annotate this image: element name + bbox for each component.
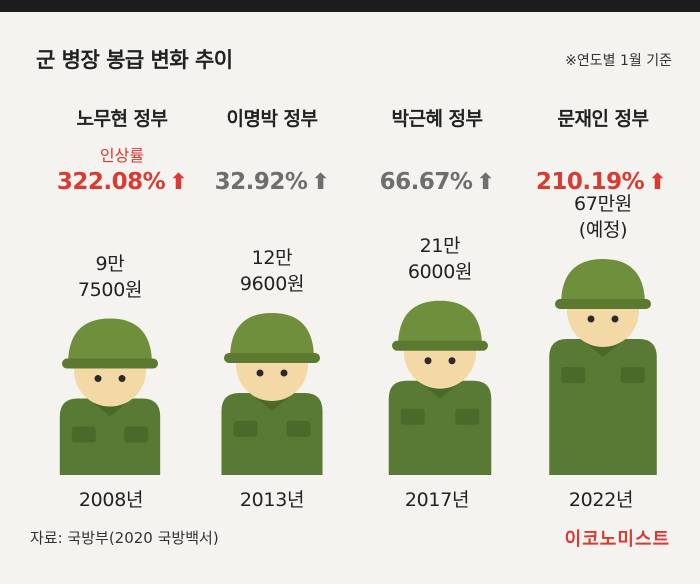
salary-amount-line1: 67만원 — [574, 193, 632, 215]
rate-text: 66.67% — [379, 169, 473, 195]
salary-amount: 21만 6000원 — [355, 233, 525, 285]
up-arrow-icon: ⬆ — [169, 170, 188, 195]
government-label: 박근혜 정부 — [391, 108, 483, 130]
government-label: 이명박 정부 — [226, 108, 318, 130]
rate-label: 인상률 — [99, 146, 145, 165]
soldier-icon — [59, 318, 161, 475]
salary-amount-line1: 9만 — [95, 252, 125, 275]
rate-text: 322.08% — [56, 169, 166, 195]
soldier-icon — [221, 312, 323, 475]
year-label: 2013년 — [239, 489, 305, 511]
brand-logo: 이코노미스트 — [564, 529, 670, 550]
salary-amount-line1: 21만 — [419, 234, 461, 257]
salary-amount-line2: (예정) — [578, 219, 628, 241]
soldier-icon — [388, 300, 492, 475]
chart-title: 군 병장 봉급 변화 추이 — [36, 48, 233, 72]
up-arrow-icon: ⬆ — [476, 170, 495, 195]
up-arrow-icon: ⬆ — [311, 170, 330, 195]
year-label: 2022년 — [568, 489, 634, 511]
top-bar — [0, 0, 700, 12]
salary-amount-line2: 9600원 — [239, 272, 305, 295]
rate-text: 32.92% — [214, 169, 308, 195]
salary-amount: 12만 9600원 — [187, 245, 357, 297]
government-label: 노무현 정부 — [76, 108, 168, 130]
salary-amount: 67만원 (예정) — [518, 191, 688, 243]
rate-value: 32.92% ⬆ — [187, 169, 357, 195]
rate-value: 210.19% ⬆ — [516, 169, 686, 195]
year-label: 2008년 — [78, 489, 144, 511]
rate-value: 66.67% ⬆ — [352, 169, 522, 195]
rate-text: 210.19% — [535, 169, 645, 195]
government-label: 문재인 정부 — [557, 108, 649, 130]
source-note: 자료: 국방부(2020 국방백서) — [30, 529, 219, 547]
salary-amount: 9만 7500원 — [25, 251, 195, 303]
salary-amount-line1: 12만 — [251, 246, 293, 269]
basis-note: ※연도별 1월 기준 — [565, 53, 672, 69]
rate-value: 322.08% ⬆ — [37, 169, 207, 195]
soldier-icon — [549, 259, 657, 475]
salary-amount-line2: 7500원 — [77, 278, 143, 301]
year-label: 2017년 — [404, 489, 470, 511]
up-arrow-icon: ⬆ — [648, 170, 667, 195]
salary-amount-line2: 6000원 — [407, 260, 473, 283]
